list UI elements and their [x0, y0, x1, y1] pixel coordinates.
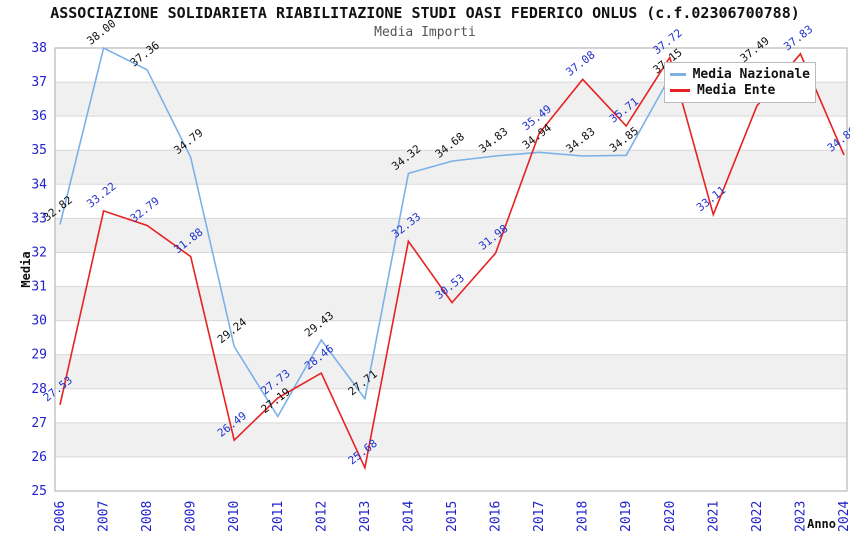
- media-nazionale-line: [59, 46, 758, 418]
- media-ente-point-label: 37.08: [563, 48, 597, 79]
- y-tick-label: 29: [31, 348, 47, 363]
- x-tick-label: 2024: [837, 501, 850, 532]
- x-tick-label: 2019: [619, 501, 634, 532]
- x-axis-title: Anno: [807, 517, 836, 531]
- y-tick-label: 28: [31, 382, 47, 397]
- x-tick-label: 2013: [358, 501, 373, 532]
- x-tick-label: 2010: [227, 501, 242, 532]
- x-tick-label: 2009: [184, 501, 199, 532]
- media-nazionale-line-swatch: [670, 72, 686, 76]
- x-tick-label: 2021: [706, 501, 721, 532]
- chart-title: ASSOCIAZIONE SOLIDARIETA RIABILITAZIONE …: [50, 4, 800, 22]
- y-tick-label: 26: [31, 450, 47, 465]
- plot-band: [55, 150, 847, 185]
- y-tick-label: 34: [31, 177, 47, 192]
- y-tick-label: 37: [31, 75, 47, 90]
- x-tick-label: 2020: [663, 501, 678, 532]
- x-tick-label: 2012: [314, 501, 329, 532]
- chart-subtitle: Media Importi: [374, 25, 476, 40]
- plot-band: [55, 354, 847, 389]
- y-tick-label: 31: [31, 280, 47, 295]
- y-tick-label: 38: [31, 41, 47, 56]
- legend: Media Nazionale Media Ente: [664, 62, 816, 103]
- y-tick-label: 32: [31, 245, 47, 260]
- x-tick-label: 2022: [750, 501, 765, 532]
- x-tick-label: 2023: [793, 501, 808, 532]
- legend-item-media-ente: Media Ente: [670, 83, 810, 98]
- y-tick-label: 30: [31, 314, 47, 329]
- y-axis-title: Media: [19, 251, 33, 287]
- plot-band: [55, 218, 847, 253]
- x-tick-label: 2011: [271, 501, 286, 532]
- media-ente-line: [59, 52, 845, 471]
- legend-label-media-ente: Media Ente: [697, 83, 776, 99]
- x-tick-label: 2017: [532, 501, 547, 532]
- y-tick-label: 35: [31, 143, 47, 158]
- x-tick-label: 2014: [401, 501, 416, 532]
- media-nazionale-point-label: 37.49: [738, 34, 772, 65]
- x-tick-label: 2006: [53, 501, 68, 532]
- plot-band: [55, 286, 847, 321]
- x-tick-label: 2007: [97, 501, 112, 532]
- media-ente-line-swatch: [670, 89, 690, 93]
- y-tick-label: 25: [31, 484, 47, 499]
- x-tick-label: 2018: [576, 501, 591, 532]
- legend-label-media-nazionale: Media Nazionale: [692, 66, 810, 82]
- plot-band: [55, 422, 847, 457]
- legend-item-media-nazionale: Media Nazionale: [670, 67, 810, 82]
- media-ente-point-label: 37.83: [781, 23, 815, 54]
- media-nazionale-point-label: 37.36: [128, 39, 162, 70]
- x-tick-label: 2008: [140, 501, 155, 532]
- plot-frame: [54, 47, 848, 492]
- media-nazionale-point-label: 38.00: [84, 17, 118, 48]
- y-tick-label: 36: [31, 109, 47, 124]
- x-tick-label: 2015: [445, 501, 460, 532]
- x-tick-label: 2016: [489, 501, 504, 532]
- y-tick-label: 33: [31, 211, 47, 226]
- y-tick-label: 27: [31, 416, 47, 431]
